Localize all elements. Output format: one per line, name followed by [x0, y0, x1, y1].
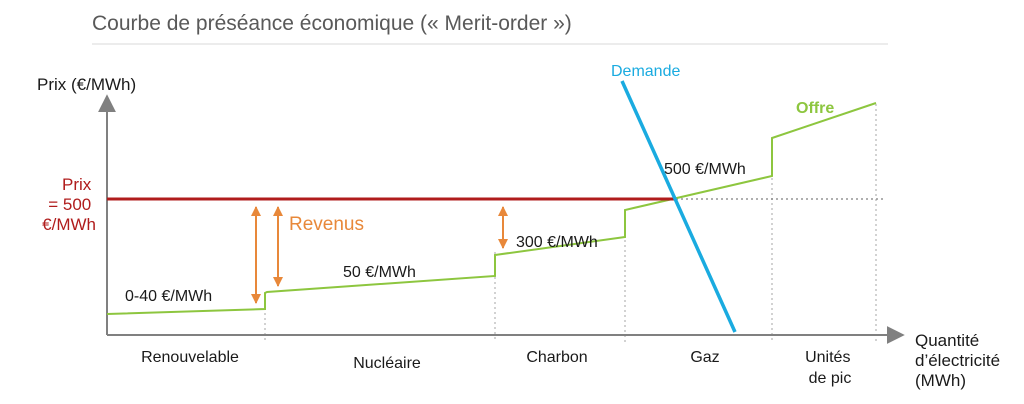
page-title: Courbe de préséance économique (« Merit-…	[92, 12, 572, 35]
price-label-line-3: €/MWh	[42, 215, 96, 234]
category-peak-line-1: Unités	[805, 349, 850, 366]
supply-label: Offre	[796, 100, 834, 117]
demand-curve	[620, 80, 737, 333]
x-axis-label: Quantité d’électricité (MWh)	[915, 331, 1005, 390]
demand-label: Demande	[611, 63, 680, 80]
price-label: Prix = 500 €/MWh	[42, 175, 96, 234]
step-label-coal: 300 €/MWh	[516, 234, 598, 251]
x-axis-label-line-2: d’électricité	[915, 351, 1000, 370]
category-peak-line-2: de pic	[809, 370, 852, 387]
category-renewable: Renouvelable	[141, 349, 239, 366]
step-label-renewable: 0-40 €/MWh	[125, 288, 212, 305]
x-axis-label-line-3: (MWh)	[915, 371, 966, 390]
x-axis-label-line-1: Quantité	[915, 331, 979, 350]
revenue-arrows	[251, 206, 508, 304]
revenue-label: Revenus	[289, 214, 364, 235]
price-label-line-2: = 500	[48, 195, 91, 214]
category-gas: Gaz	[690, 349, 719, 366]
category-nuclear: Nucléaire	[353, 355, 421, 372]
step-label-gas: 500 €/MWh	[664, 161, 746, 178]
category-coal: Charbon	[526, 349, 587, 366]
supply-curve	[106, 102, 877, 315]
price-label-line-1: Prix	[62, 175, 92, 194]
y-axis-label: Prix (€/MWh)	[37, 75, 136, 94]
step-label-nuclear: 50 €/MWh	[343, 264, 416, 281]
category-peak: Unités de pic	[805, 349, 855, 387]
